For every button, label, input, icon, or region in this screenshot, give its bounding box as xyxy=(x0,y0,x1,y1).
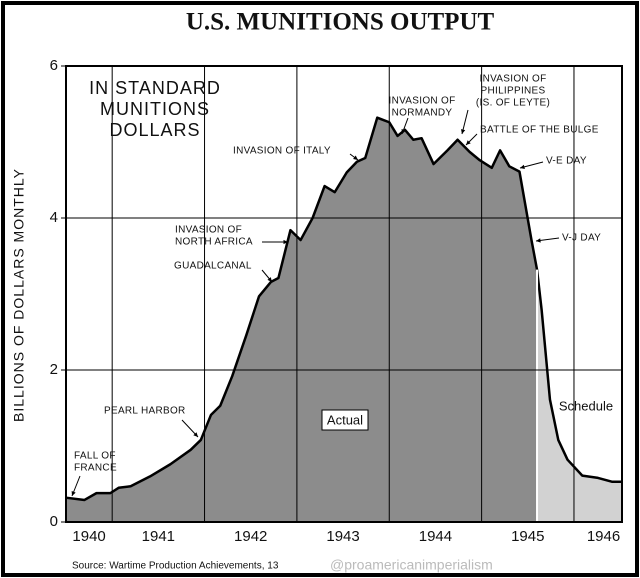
subtitle: IN STANDARD xyxy=(89,78,221,98)
annotation: INVASION OF ITALY xyxy=(233,146,331,157)
area xyxy=(66,117,538,523)
chart-title: U.S. MUNITIONS OUTPUT xyxy=(186,9,495,36)
annotation: V-J DAY xyxy=(562,233,601,244)
annotation: INVASION OF xyxy=(479,74,546,85)
legend-box xyxy=(321,409,369,431)
y-tick-label: 4 xyxy=(50,209,58,226)
subtitle: DOLLARS xyxy=(109,120,200,140)
area-line xyxy=(535,269,622,483)
x-tick-label: 1941 xyxy=(142,528,175,545)
annotation: FALL OF xyxy=(74,451,116,462)
annotation: PEARL HARBOR xyxy=(104,406,186,417)
arrow-head xyxy=(353,155,358,160)
x-tick-label: 1944 xyxy=(419,528,452,545)
legend-label: Schedule xyxy=(559,398,613,413)
annotation: GUADALCANAL xyxy=(174,261,252,272)
legend-label: Actual xyxy=(327,412,363,427)
annotation: NORMANDY xyxy=(392,108,453,119)
watermark: @proamericanimperialism xyxy=(330,557,493,573)
area xyxy=(537,269,622,522)
y-tick-label: 6 xyxy=(50,57,58,74)
arrow-head xyxy=(267,277,272,282)
x-tick-label: 1946 xyxy=(587,528,620,545)
annotation: (IS. OF LEYTE) xyxy=(476,98,550,109)
annotation: BATTLE OF THE BULGE xyxy=(480,125,599,136)
plot-frame xyxy=(65,65,623,523)
y-tick-label: 0 xyxy=(50,513,58,530)
x-tick-label: 1943 xyxy=(326,528,359,545)
y-axis-label: BILLIONS OF DOLLARS MONTHLY xyxy=(11,168,27,422)
arrow-head xyxy=(283,239,288,245)
x-tick-label: 1942 xyxy=(234,528,267,545)
arrow-head xyxy=(193,432,198,437)
annotation: INVASION OF xyxy=(175,225,242,236)
y-tick-label: 2 xyxy=(50,361,58,378)
annotation: NORTH AFRICA xyxy=(175,237,253,248)
arrow-head xyxy=(460,129,466,134)
arrow-head xyxy=(401,129,406,134)
annotation: V-E DAY xyxy=(546,156,587,167)
annotation: PHILIPPINES xyxy=(481,86,546,97)
arrow-head xyxy=(536,238,541,243)
arrow-head xyxy=(71,491,76,496)
arrow-head xyxy=(520,164,525,169)
source: Source: Wartime Production Achievements,… xyxy=(72,561,279,572)
subtitle: MUNITIONS xyxy=(100,99,210,119)
annotation: INVASION OF xyxy=(388,96,455,107)
x-tick-label: 1945 xyxy=(511,528,544,545)
area-line xyxy=(65,116,539,502)
x-tick-label: 1940 xyxy=(72,528,105,545)
arrow-head xyxy=(466,140,471,145)
annotation: FRANCE xyxy=(74,463,117,474)
